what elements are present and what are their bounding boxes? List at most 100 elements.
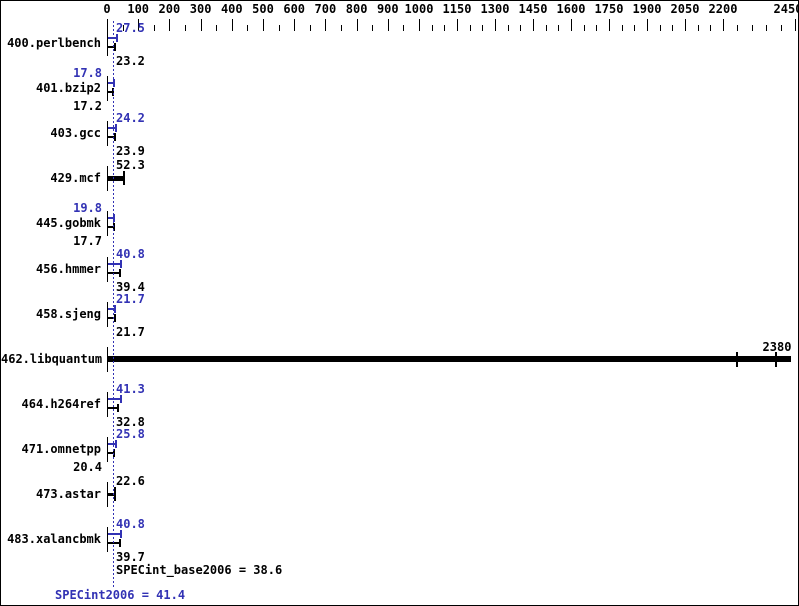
axis-minor-tick: [216, 25, 217, 31]
axis-major-tick: [138, 19, 139, 31]
axis-minor-tick: [698, 25, 699, 31]
axis-tick-label: 500: [252, 2, 274, 16]
result-bar-cap: [123, 171, 125, 185]
benchmark-label: 483.xalancbmk: [7, 532, 101, 546]
axis-tick-label: 2050: [670, 2, 700, 16]
axis-minor-tick: [247, 25, 248, 31]
base-bar: [108, 46, 114, 48]
base-bar-cap: [114, 43, 116, 51]
axis-major-tick: [294, 19, 295, 31]
bar-baseline: [107, 166, 108, 191]
peak-value-label: 25.8: [116, 427, 145, 441]
peak-value-label: 21.7: [116, 292, 145, 306]
axis-minor-tick: [482, 25, 483, 31]
axis-tick-label: 600: [283, 2, 306, 16]
axis-major-tick: [388, 19, 389, 31]
base-bar: [108, 136, 114, 138]
base-bar: [108, 317, 114, 319]
peak-value-label: 41.3: [116, 382, 145, 396]
axis-tick-label: 1300: [480, 2, 510, 16]
base-bar-cap: [119, 539, 121, 547]
peak-value-label: 40.8: [116, 247, 145, 261]
peak-bar: [108, 398, 120, 400]
benchmark-label: 464.h264ref: [21, 397, 101, 411]
result-bar-cap: [775, 352, 777, 367]
peak-bar: [108, 263, 120, 265]
benchmark-label: 429.mcf: [50, 171, 101, 185]
result-bar: [108, 493, 114, 496]
base-value-label: 32.8: [116, 415, 145, 429]
benchmark-row: 458.sjeng 21.7 21.7: [1, 292, 798, 339]
base-bar: [108, 91, 112, 93]
base-value-label: 21.7: [116, 325, 145, 339]
axis-major-tick: [609, 19, 610, 31]
peak-bar-cap: [115, 440, 117, 448]
base-value-label: 39.4: [116, 280, 145, 294]
base-bar: [108, 226, 113, 228]
peak-bar-cap: [120, 260, 122, 268]
peak-bar: [108, 37, 116, 39]
axis-minor-tick: [546, 25, 547, 31]
value-label: 52.3: [116, 158, 145, 172]
peak-bar-cap: [116, 34, 118, 42]
axis-tick-label: 700: [314, 2, 337, 16]
base-value-label: 23.9: [116, 144, 145, 158]
axis-minor-tick: [710, 25, 711, 31]
result-bar-cap: [114, 487, 116, 501]
benchmark-row: 445.gobmk 19.8 17.7: [1, 201, 798, 247]
axis-minor-tick: [781, 25, 782, 31]
axis-minor-tick: [766, 25, 767, 31]
axis-tick-label: 800: [345, 2, 368, 16]
axis-major-tick: [795, 19, 796, 31]
axis-minor-tick: [622, 25, 623, 31]
axis-minor-tick: [310, 25, 311, 31]
axis-minor-tick: [752, 25, 753, 31]
base-bar-cap: [119, 269, 121, 277]
axis-minor-tick: [596, 25, 597, 31]
result-bar: [108, 356, 791, 362]
axis-minor-tick: [634, 25, 635, 31]
benchmark-row: 403.gcc 24.2 23.9: [1, 111, 798, 158]
peak-value-label: 27.5: [116, 21, 145, 35]
axis-tick-label: 200: [158, 2, 181, 16]
benchmark-row: 401.bzip2 17.8 17.2: [1, 66, 798, 112]
axis-tick-label: 2200: [708, 2, 738, 16]
benchmark-row: 483.xalancbmk 40.8 39.7: [1, 517, 798, 563]
axis-major-tick: [107, 19, 108, 31]
base-bar-cap: [114, 314, 116, 322]
peak-bar-cap: [115, 124, 117, 132]
peak-bar-cap: [113, 79, 115, 87]
result-bar-cap: [736, 352, 738, 367]
base-value-label: 20.4: [73, 460, 102, 474]
benchmark-label: 401.bzip2: [35, 81, 101, 95]
benchmark-label: 458.sjeng: [35, 307, 101, 321]
benchmark-row: 464.h264ref 41.3 32.8: [1, 382, 798, 429]
axis-major-tick: [457, 19, 458, 31]
bar-baseline: [107, 527, 108, 552]
result-bar: [108, 176, 123, 181]
bar-baseline: [107, 482, 108, 507]
base-value-label: 23.2: [116, 54, 145, 68]
peak-bar-cap: [120, 395, 122, 403]
benchmark-row: 400.perlbench 27.5 23.2: [1, 21, 798, 68]
axis-major-tick: [571, 19, 572, 31]
peak-bar-cap: [120, 530, 122, 538]
axis-tick-label: 1600: [556, 2, 586, 16]
base-bar: [108, 452, 113, 454]
axis-major-tick: [232, 19, 233, 31]
bar-baseline: [107, 31, 108, 56]
specint-base-summary: SPECint_base2006 = 38.6: [116, 563, 283, 577]
benchmark-row: 462.libquantum 2380: [1, 337, 798, 382]
axis-tick-label: 1450: [518, 2, 548, 16]
axis-tick-label: 400: [220, 2, 243, 16]
benchmark-label: 462.libquantum: [1, 352, 103, 366]
benchmark-row: 429.mcf 52.3: [1, 156, 798, 201]
peak-value-label: 19.8: [73, 201, 102, 215]
axis-major-tick: [325, 19, 326, 31]
axis-minor-tick: [444, 25, 445, 31]
peak-bar: [108, 127, 115, 129]
peak-bar: [108, 82, 113, 84]
axis-major-tick: [263, 19, 264, 31]
axis-tick-label: 1000: [404, 2, 434, 16]
